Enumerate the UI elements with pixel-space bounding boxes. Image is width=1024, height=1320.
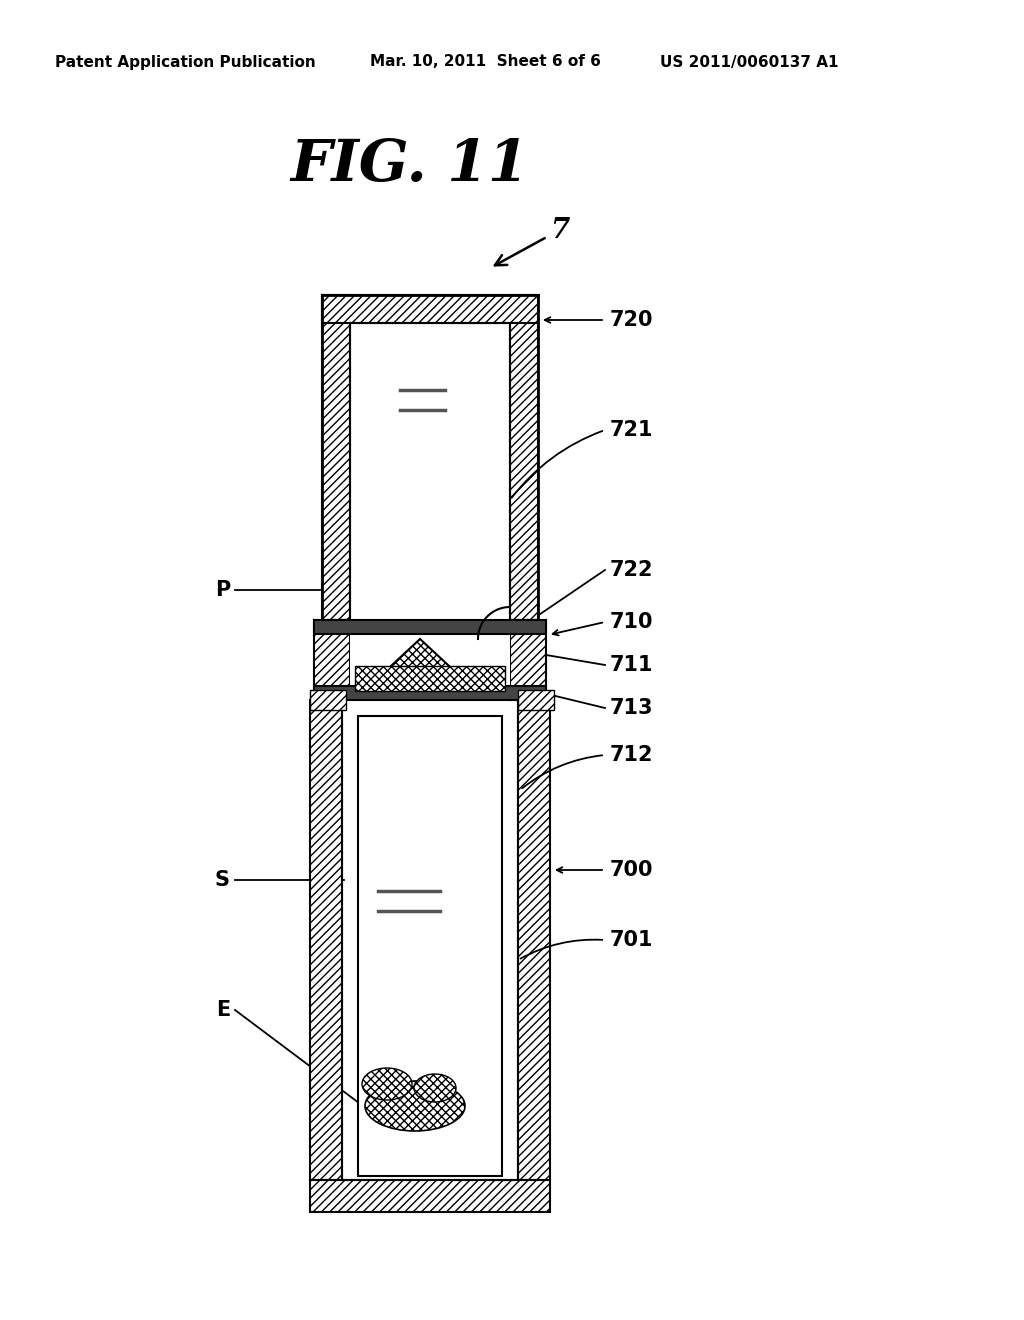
Text: 720: 720 xyxy=(610,310,653,330)
Ellipse shape xyxy=(414,1074,456,1102)
Bar xyxy=(314,686,546,700)
Text: E: E xyxy=(216,1001,230,1020)
Bar xyxy=(358,715,502,1176)
Polygon shape xyxy=(378,639,462,678)
Text: P: P xyxy=(215,579,230,601)
Text: 700: 700 xyxy=(610,861,653,880)
Ellipse shape xyxy=(362,1068,412,1100)
Bar xyxy=(518,690,554,710)
Bar xyxy=(310,700,342,1180)
Bar xyxy=(342,700,518,1180)
Text: FIG. 11: FIG. 11 xyxy=(291,137,529,193)
Text: 711: 711 xyxy=(610,655,653,675)
Bar xyxy=(310,690,346,710)
Bar xyxy=(510,620,546,700)
Text: 721: 721 xyxy=(610,420,653,440)
Text: 712: 712 xyxy=(610,744,653,766)
Text: 7: 7 xyxy=(495,216,569,265)
Text: Mar. 10, 2011  Sheet 6 of 6: Mar. 10, 2011 Sheet 6 of 6 xyxy=(370,54,601,70)
Bar xyxy=(518,700,550,1180)
Text: S: S xyxy=(215,870,230,890)
Bar xyxy=(322,294,538,323)
Bar xyxy=(314,620,546,634)
Bar xyxy=(322,294,350,620)
Text: 722: 722 xyxy=(610,560,653,579)
Text: 701: 701 xyxy=(610,931,653,950)
Text: Patent Application Publication: Patent Application Publication xyxy=(55,54,315,70)
Bar xyxy=(355,667,505,690)
Text: 713: 713 xyxy=(610,698,653,718)
Ellipse shape xyxy=(365,1081,465,1131)
Text: 710: 710 xyxy=(610,612,653,632)
Bar xyxy=(314,620,350,700)
Bar xyxy=(350,634,510,686)
Bar xyxy=(350,323,510,620)
Bar xyxy=(310,1180,550,1212)
Bar xyxy=(510,294,538,620)
Text: US 2011/0060137 A1: US 2011/0060137 A1 xyxy=(660,54,839,70)
